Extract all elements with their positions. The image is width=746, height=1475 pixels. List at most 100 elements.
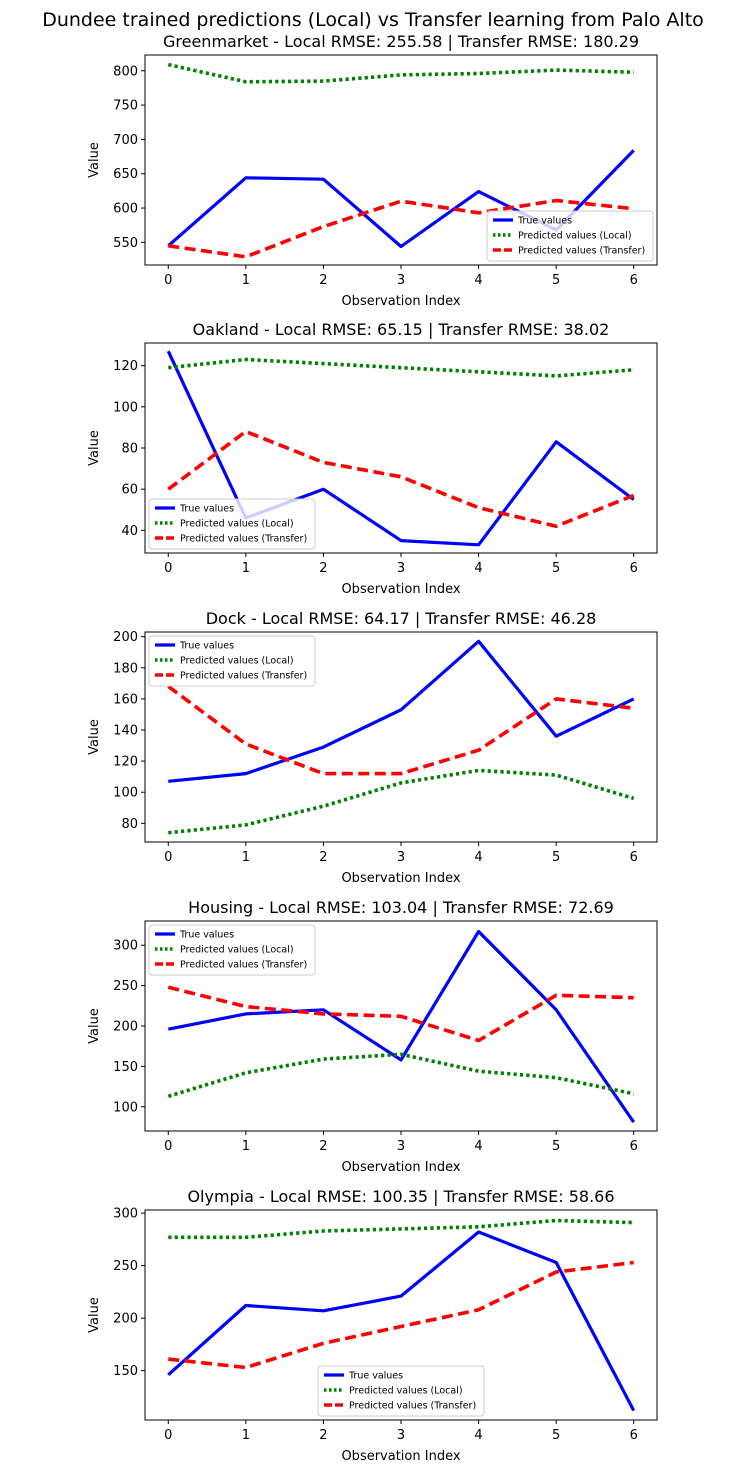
y-tick-label: 100: [113, 786, 138, 801]
legend-label: Predicted values (Local): [518, 231, 632, 242]
y-tick-label: 100: [113, 1100, 138, 1115]
x-tick-label: 3: [397, 1428, 405, 1443]
x-tick-label: 4: [474, 273, 482, 288]
x-tick-label: 2: [319, 561, 327, 576]
x-tick-label: 5: [552, 850, 560, 865]
y-tick-label: 250: [113, 979, 138, 994]
series-line-transfer: [167, 985, 634, 1043]
y-axis-label: Value: [87, 719, 102, 755]
y-tick-label: 700: [113, 133, 138, 148]
y-tick-label: 60: [121, 483, 138, 498]
y-tick-label: 750: [113, 99, 138, 114]
y-tick-label: 300: [113, 939, 138, 954]
legend-box: [148, 924, 316, 976]
legend-label: True values: [179, 641, 234, 652]
x-tick-label: 6: [630, 850, 638, 865]
legend-label: Predicted values (Local): [349, 1386, 463, 1397]
series-line-transfer: [168, 198, 634, 259]
legend: True values Predicted values (Local) Predi…: [148, 498, 316, 550]
plot-title: Olympia - Local RMSE: 100.35 | Transfer …: [187, 1187, 614, 1206]
y-tick-label: 150: [113, 1364, 138, 1379]
legend: True values Predicted values (Local) Predi…: [486, 210, 654, 262]
x-tick-label: 4: [474, 850, 482, 865]
axes-frame: [144, 342, 658, 554]
series-line-local: [168, 357, 634, 378]
x-tick-label: 6: [630, 1139, 638, 1154]
x-tick-label: 6: [630, 561, 638, 576]
x-tick-label: 4: [474, 1139, 482, 1154]
x-axis-label: Observation Index: [341, 871, 460, 886]
x-tick-label: 4: [474, 561, 482, 576]
x-tick-label: 2: [319, 1428, 327, 1443]
y-tick-label: 100: [113, 400, 138, 415]
y-tick-label: 120: [113, 755, 138, 770]
x-tick-label: 3: [397, 561, 405, 576]
legend-box: [148, 498, 316, 550]
x-tick-label: 0: [164, 1428, 172, 1443]
series-line-transfer: [168, 1260, 634, 1370]
series-line-true: [167, 1230, 636, 1412]
y-tick-label: 800: [113, 64, 138, 79]
x-axis-label: Observation Index: [341, 1449, 460, 1464]
x-tick-label: 0: [164, 850, 172, 865]
x-tick-label: 2: [319, 850, 327, 865]
x-tick-label: 5: [552, 1139, 560, 1154]
x-tick-label: 3: [397, 1139, 405, 1154]
x-tick-label: 5: [552, 1428, 560, 1443]
y-axis-label: Value: [87, 142, 102, 178]
series-line-local: [167, 1052, 635, 1099]
legend-label: True values: [517, 216, 572, 227]
legend-label: Predicted values (Transfer): [349, 1401, 476, 1412]
x-tick-label: 1: [242, 1428, 250, 1443]
plot-title: Oakland - Local RMSE: 65.15 | Transfer R…: [193, 320, 610, 339]
subplot-1: Greenmarket - Local RMSE: 255.58 | Trans…: [87, 32, 658, 309]
x-axis-label: Observation Index: [341, 1160, 460, 1175]
y-tick-label: 80: [121, 442, 138, 457]
x-tick-label: 0: [164, 273, 172, 288]
y-tick-label: 120: [113, 359, 138, 374]
x-axis-label: Observation Index: [341, 582, 460, 597]
x-tick-label: 0: [164, 561, 172, 576]
y-tick-label: 180: [113, 661, 138, 676]
series-line-true: [167, 929, 636, 1124]
series-line-local: [168, 768, 635, 835]
x-tick-label: 1: [242, 850, 250, 865]
legend-label: True values: [179, 504, 234, 515]
legend: True values Predicted values (Local) Predi…: [317, 1365, 485, 1417]
subplots: Greenmarket - Local RMSE: 255.58 | Trans…: [87, 32, 658, 1464]
y-axis-label: Value: [87, 1297, 102, 1333]
legend-label: True values: [348, 1371, 403, 1382]
axes-frame: [144, 1209, 658, 1421]
legend: True values Predicted values (Local) Predi…: [148, 635, 316, 687]
legend-box: [148, 635, 316, 687]
series-line-true: [168, 639, 635, 783]
figure-suptitle: Dundee trained predictions (Local) vs Tr…: [42, 9, 704, 31]
y-tick-label: 600: [113, 202, 138, 217]
y-tick-label: 200: [113, 1312, 138, 1327]
x-tick-label: 0: [164, 1139, 172, 1154]
x-tick-label: 4: [474, 1428, 482, 1443]
axes-frame: [144, 920, 658, 1132]
subplot-4: Housing - Local RMSE: 103.04 | Transfer …: [87, 898, 658, 1175]
legend-label: Predicted values (Transfer): [180, 960, 307, 971]
legend-label: Predicted values (Transfer): [180, 671, 307, 682]
y-tick-label: 40: [121, 524, 138, 539]
x-tick-label: 3: [397, 850, 405, 865]
y-tick-label: 550: [113, 236, 138, 251]
x-tick-label: 5: [552, 561, 560, 576]
legend-label: True values: [179, 930, 234, 941]
x-tick-label: 1: [242, 561, 250, 576]
x-axis-label: Observation Index: [341, 294, 460, 309]
legend-label: Predicted values (Local): [180, 656, 294, 667]
y-tick-label: 160: [113, 692, 138, 707]
x-tick-label: 1: [242, 1139, 250, 1154]
series-line-transfer: [167, 429, 635, 529]
y-tick-label: 200: [113, 1020, 138, 1035]
series-line-local: [168, 1218, 634, 1240]
plot-title: Housing - Local RMSE: 103.04 | Transfer …: [188, 898, 614, 917]
legend-label: Predicted values (Transfer): [180, 534, 307, 545]
x-tick-label: 2: [319, 1139, 327, 1154]
legend-label: Predicted values (Local): [180, 945, 294, 956]
legend-label: Predicted values (Local): [180, 519, 294, 530]
